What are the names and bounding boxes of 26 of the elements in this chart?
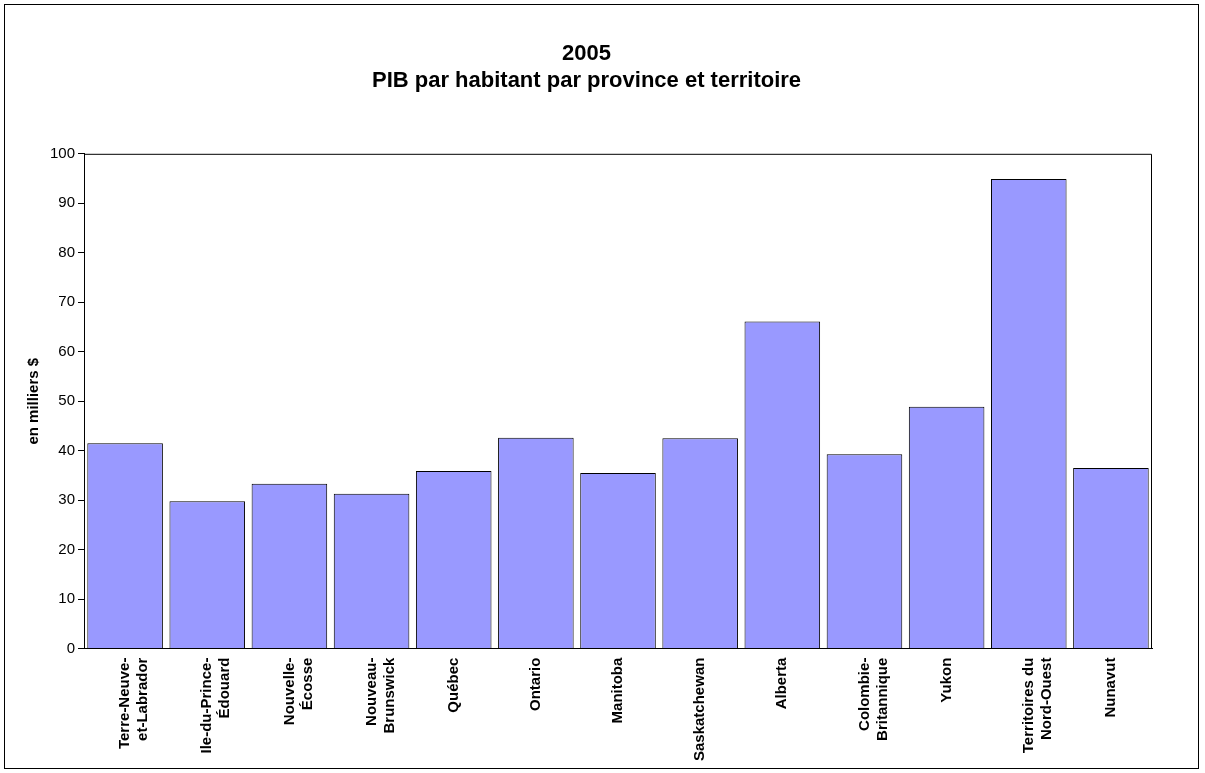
y-tick-label: 50 (58, 391, 76, 409)
x-tick-label: Territoires du Nord-Ouest (1018, 657, 1054, 754)
x-tick-label: Manitoba (608, 656, 626, 724)
x-tick-label: Colombie- Britannique (854, 657, 890, 741)
x-tick-label: Ile-du-Prince- Édouard (197, 657, 233, 754)
y-tick-label: 0 (66, 638, 76, 656)
y-axis-title: en milliers $ (24, 357, 42, 445)
chart-title: 2005 PIB par habitant par province et territoire (371, 40, 802, 92)
x-tick-label: Nouvelle- Écosse (279, 657, 315, 726)
x-tick-label: Nouveau- Brunswick (361, 656, 397, 734)
x-tick-label: Terre-Neuve- et-Labrador (115, 657, 151, 750)
y-tick-label: 70 (58, 292, 76, 310)
x-tick-label: Québec (443, 657, 461, 713)
x-tick-label: Saskatchewan (690, 657, 708, 761)
y-tick-label: 30 (58, 490, 76, 508)
y-tick-label: 60 (58, 341, 76, 359)
y-tick-label: 100 (50, 143, 76, 161)
x-tick-label: Alberta (772, 656, 790, 710)
x-tick-label: Nunavut (1101, 657, 1119, 718)
y-tick-label: 40 (58, 440, 76, 458)
x-tick-label: Ontario (526, 657, 543, 711)
y-tick-label: 80 (58, 242, 76, 260)
y-tick-label: 90 (58, 193, 76, 211)
y-tick-label: 10 (58, 589, 76, 607)
x-tick-label: Yukon (936, 657, 954, 703)
y-tick-label: 20 (58, 539, 76, 557)
